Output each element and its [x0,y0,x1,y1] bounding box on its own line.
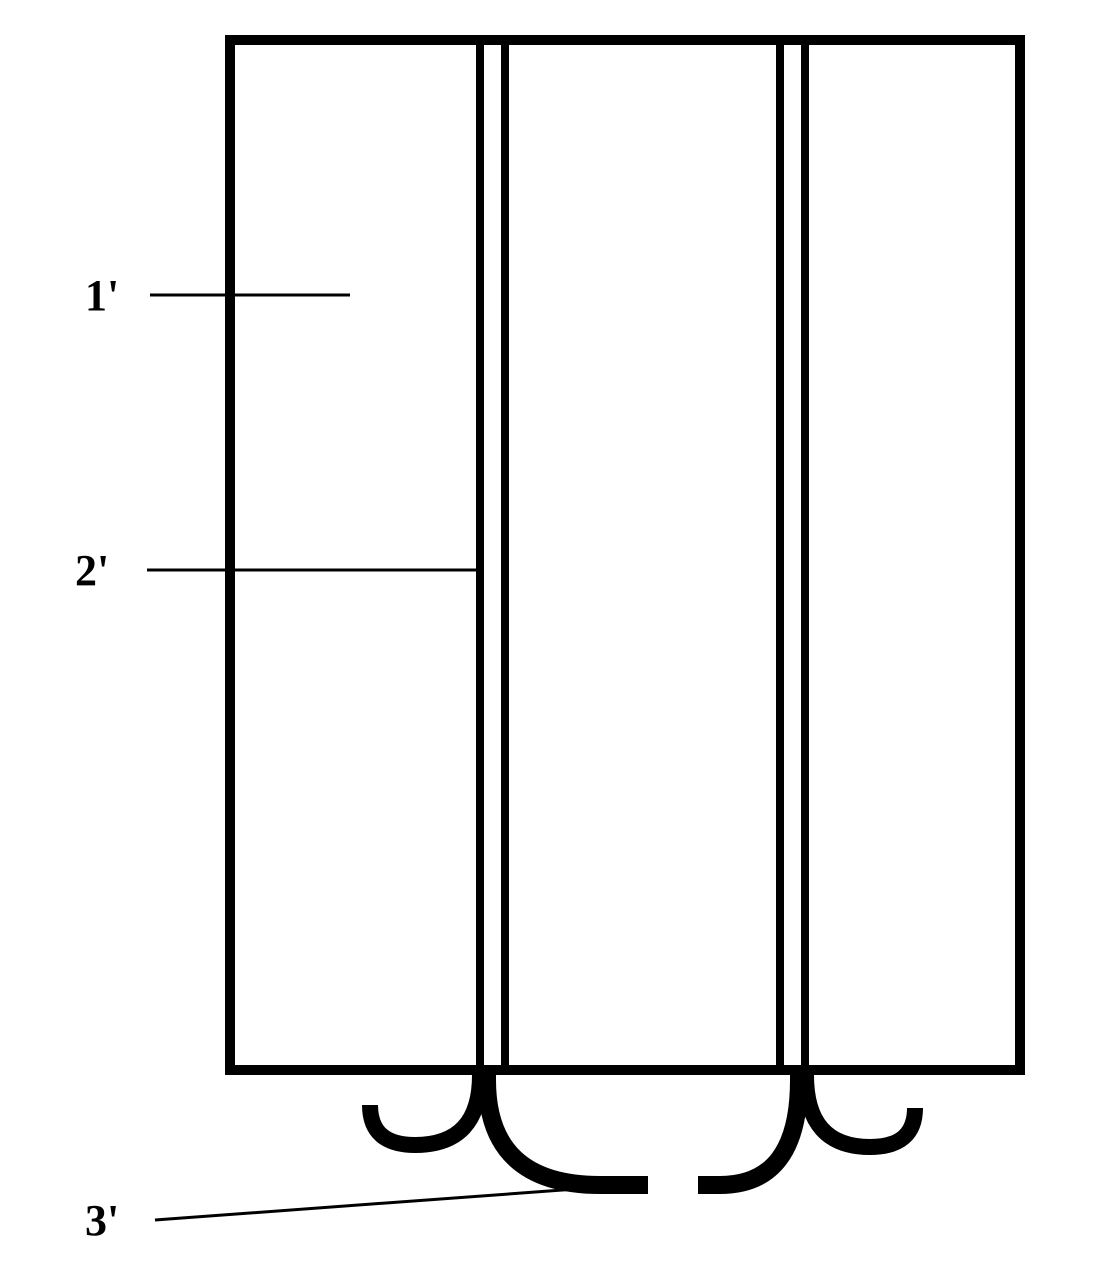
diagram-svg [0,0,1096,1277]
label-2: 2' [75,545,109,596]
diagram-container: 1' 2' 3' [0,0,1096,1277]
label-3: 3' [85,1195,119,1246]
label-1: 1' [85,270,119,321]
